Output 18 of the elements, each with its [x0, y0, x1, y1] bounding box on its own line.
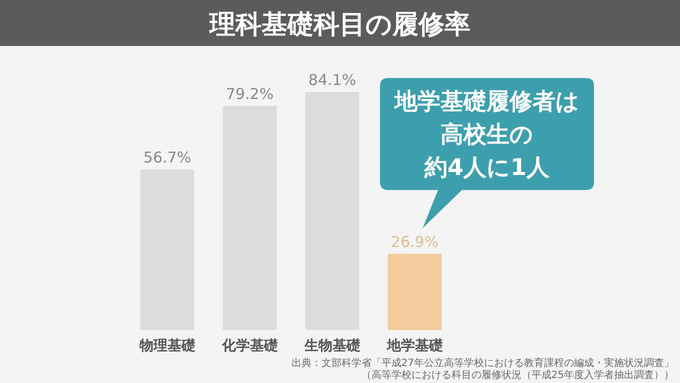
annotation: 高校生の	[440, 121, 534, 148]
data-label: 79.2%	[226, 84, 274, 103]
source-note: 出典：文部科学省「平成27年公立高等学校における教育課程の編成・実施状況調査」	[291, 357, 674, 369]
x-tick-label: 物理基礎	[138, 338, 196, 354]
bar	[388, 254, 442, 330]
x-tick-label: 化学基礎	[220, 338, 278, 354]
data-label: 26.9%	[390, 232, 439, 251]
annotation: 約4人に1人	[423, 155, 550, 181]
bar	[140, 170, 194, 330]
chart-title: 理科基礎科目の履修率	[208, 10, 470, 40]
bar	[305, 92, 360, 330]
data-label: 84.1%	[308, 71, 356, 89]
x-tick-label: 地学基礎	[386, 338, 443, 354]
bar	[222, 106, 277, 330]
text: （高等学校における科目の履修状況（平成25年度入学者抽出調査））	[361, 369, 674, 381]
annotation: 地学基礎履修者は	[394, 89, 580, 115]
x-tick-label: 生物基礎	[303, 338, 360, 354]
data-label: 56.7%	[143, 148, 192, 167]
